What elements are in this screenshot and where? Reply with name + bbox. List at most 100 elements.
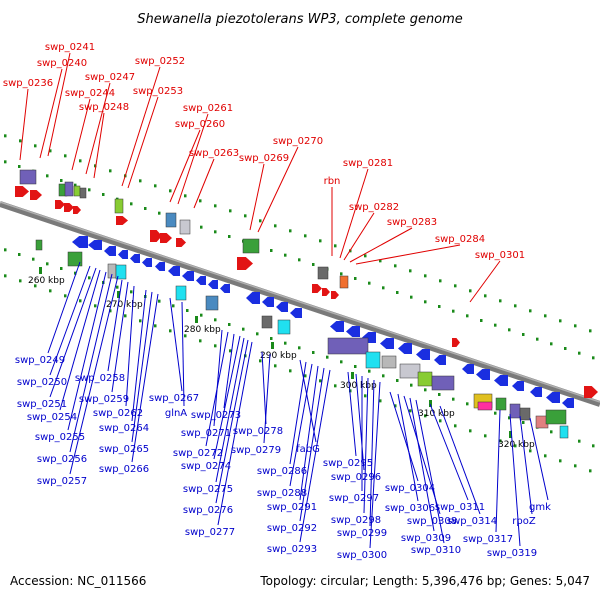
tick-dot [259,219,262,223]
scale-tick-mark [117,291,120,298]
tick-dot [382,286,385,290]
tick-dot [364,254,367,258]
tick-dot [49,149,52,153]
reverse-gene-label: swp_0310 [411,545,461,556]
reverse-gene-arrow [416,349,430,360]
top-leader-line [257,146,299,233]
bottom-leader-line [69,273,113,453]
top-leader-line [249,163,265,231]
tick-dot [379,399,382,403]
scale-tick-mark [351,372,354,379]
reverse-gene-label: swp_0300 [337,550,387,561]
tick-dot [259,359,262,363]
tick-dot [270,337,273,340]
tick-dot [574,464,577,468]
reverse-gene-label: swp_0274 [181,461,231,472]
reverse-gene-label: fabG [296,444,320,455]
bottom-leader-line [409,397,435,532]
tick-dot [18,165,21,168]
reverse-gene-arrow [398,343,412,354]
tick-dot [484,434,487,438]
tick-dot [454,424,457,428]
reverse-gene-arrow [462,364,474,374]
tick-dot [319,379,322,383]
bottom-leader-line [529,417,549,501]
tick-dot [64,294,67,298]
tick-dot [270,249,273,252]
tick-dot [34,284,37,288]
reverse-gene-arrow [130,254,140,263]
tick-dot [592,356,595,360]
tick-dot [158,299,161,303]
tick-dot [564,347,567,350]
forward-gene-label: swp_0252 [135,56,185,67]
tick-dot [334,384,337,388]
reverse-gene-label: swp_0256 [37,454,87,465]
tick-dot [49,289,52,293]
reverse-gene-label: swp_0308 [407,516,457,527]
gene-feature-box [179,219,191,235]
bottom-leader-line [519,415,533,515]
top-leader-line [71,98,91,171]
reverse-gene-label: swp_0292 [267,523,317,534]
tick-dot [94,164,97,168]
gene-feature-box [35,239,43,251]
bottom-leader-line [299,359,317,443]
tick-dot [424,388,427,392]
gene-feature-box [277,319,291,335]
bottom-leader-line [205,331,229,447]
tick-dot [340,272,343,276]
tick-dot [169,329,172,333]
tick-dot [154,324,157,328]
forward-gene-label: swp_0247 [85,72,135,83]
reverse-gene-label: swp_0304 [385,483,435,494]
top-leader-line [121,66,161,187]
tick-dot [396,291,399,294]
tick-dot [274,364,277,368]
tick-dot [79,299,82,303]
top-leader-line [349,227,413,263]
reverse-gene-label: swp_0291 [267,502,317,513]
reverse-gene-arrow [476,369,490,380]
tick-dot [79,159,82,163]
tick-dot [214,204,217,208]
tick-dot [284,253,287,257]
tick-dot [88,276,91,280]
bottom-leader-line [289,361,307,465]
reverse-gene-arrow [330,321,344,332]
reverse-gene-arrow [168,266,180,276]
tick-dot [382,374,385,378]
bottom-leader-line [299,365,319,501]
reverse-gene-label: swp_0262 [93,408,143,419]
tick-dot [169,189,172,193]
reverse-gene-label: swp_0276 [183,505,233,516]
forward-gene-arrow [452,338,460,347]
tick-dot [394,404,397,408]
gene-feature-box [545,409,567,425]
reverse-gene-arrow [104,246,116,256]
bottom-leader-line [299,369,331,543]
tick-dot [544,314,547,318]
reverse-gene-label: swp_0293 [267,544,317,555]
forward-gene-arrow [312,284,322,293]
bottom-leader-line [397,393,419,502]
tick-dot [130,290,133,294]
reverse-gene-arrow [182,271,194,281]
forward-gene-arrow [15,186,29,197]
scale-tick-label: 290 kbp [260,351,297,361]
reverse-gene-label: swp_0265 [99,444,149,455]
reverse-gene-arrow [380,338,394,349]
tick-dot [439,419,442,423]
top-leader-line [355,244,461,265]
scale-tick-label: 260 kbp [28,276,65,286]
reverse-gene-arrow [562,398,574,408]
tick-dot [319,239,322,243]
tick-dot [256,332,259,336]
bottom-leader-line [169,297,183,392]
tick-dot [102,193,105,196]
gene-feature-box [261,315,273,329]
reverse-gene-label: swp_0273 [191,410,241,421]
gene-feature-box [175,285,187,301]
bottom-leader-line [131,291,153,443]
